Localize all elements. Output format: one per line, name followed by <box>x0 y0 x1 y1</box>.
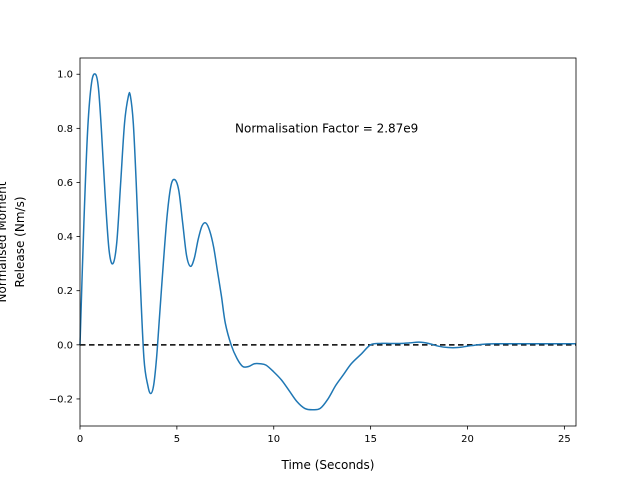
x-tick-label: 5 <box>174 434 180 445</box>
x-tick-label: 25 <box>558 434 571 445</box>
x-axis-label: Time (Seconds) <box>281 458 375 472</box>
normalisation-annotation: Normalisation Factor = 2.87e9 <box>235 121 418 135</box>
x-tick-label: 10 <box>267 434 280 445</box>
x-tick-label: 20 <box>461 434 474 445</box>
axes-frame <box>79 57 577 427</box>
x-tick-label: 0 <box>77 434 83 445</box>
y-tick-label: 0.0 <box>57 340 73 351</box>
y-tick-label: −0.2 <box>49 394 73 405</box>
y-tick-label: 0.8 <box>57 124 73 135</box>
x-axis-ticks: 0 5 10 15 20 25 <box>77 426 571 445</box>
y-axis-label-line-1: Normalised Moment <box>0 181 9 302</box>
x-tick-label: 15 <box>364 434 377 445</box>
y-axis-ticks: −0.2 0.0 0.2 0.4 0.6 0.8 1.0 <box>49 70 80 405</box>
y-tick-label: 0.4 <box>57 232 73 243</box>
y-tick-label: 0.6 <box>57 178 73 189</box>
plot-background <box>80 58 576 426</box>
series-line <box>79 73 576 411</box>
plot-area <box>80 58 576 426</box>
y-tick-label: 1.0 <box>57 70 73 81</box>
y-tick-label: 0.2 <box>57 286 73 297</box>
y-axis-label-line-2: Release (Nm/s) <box>13 196 27 287</box>
